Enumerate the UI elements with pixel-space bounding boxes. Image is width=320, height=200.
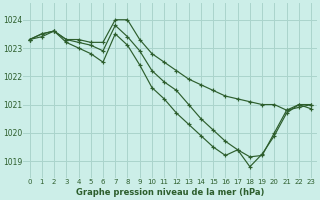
X-axis label: Graphe pression niveau de la mer (hPa): Graphe pression niveau de la mer (hPa) (76, 188, 265, 197)
